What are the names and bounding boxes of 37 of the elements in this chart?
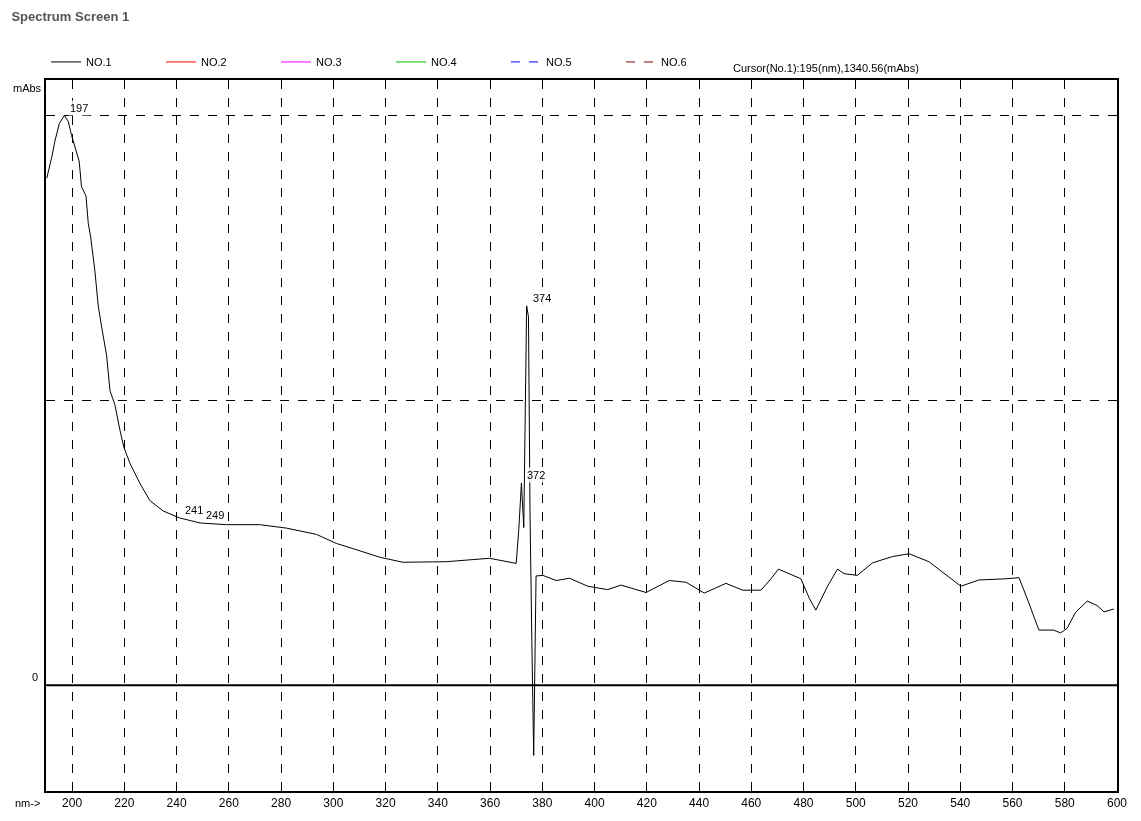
- x-tick-label: 380: [532, 796, 553, 811]
- annotation: 241: [185, 504, 204, 516]
- x-tick-label: 300: [323, 796, 344, 811]
- legend-label: NO.4: [431, 56, 457, 69]
- annotation: 372: [527, 469, 546, 481]
- text: Cursor(No.1):195(nm),1340.56(mAbs): [733, 62, 919, 74]
- legend-label: NO.5: [546, 56, 572, 69]
- x-tick-label: 560: [1002, 796, 1023, 811]
- x-tick-label: 260: [218, 796, 240, 811]
- x-tick-label: 520: [898, 796, 919, 811]
- x-tick-label: 440: [689, 796, 710, 811]
- chart-title: Spectrum Screen 1: [11, 9, 130, 25]
- legend-label: NO.1: [86, 56, 112, 69]
- legend-label: NO.6: [661, 56, 687, 69]
- annotation: 197: [70, 102, 89, 114]
- x-tick-label: 460: [741, 796, 762, 811]
- annotation: 249: [206, 509, 225, 521]
- x-tick-label: 200: [62, 796, 83, 811]
- x-tick-label: 420: [636, 796, 658, 811]
- x-tick-label: 600: [1106, 796, 1128, 811]
- x-tick-label: 340: [427, 796, 449, 811]
- y-axis-title: mAbs: [13, 82, 42, 94]
- x-tick-label: 500: [845, 796, 867, 811]
- x-tick-label: 580: [1054, 796, 1076, 811]
- x-tick-label: 320: [375, 796, 396, 811]
- x-tick-label: 240: [166, 796, 187, 811]
- ref-line-label: 0: [32, 671, 39, 683]
- x-tick-label: 280: [271, 796, 292, 811]
- x-tick-label: 400: [584, 796, 605, 811]
- legend-label: NO.2: [201, 56, 227, 69]
- x-axis-title: nm->: [15, 797, 41, 809]
- x-tick-label: 360: [480, 796, 501, 811]
- x-tick-label: 220: [114, 796, 135, 811]
- x-tick-label: 480: [793, 796, 814, 811]
- annotation: 374: [533, 292, 552, 304]
- x-tick-label: 540: [950, 796, 971, 811]
- legend-label: NO.3: [316, 56, 342, 69]
